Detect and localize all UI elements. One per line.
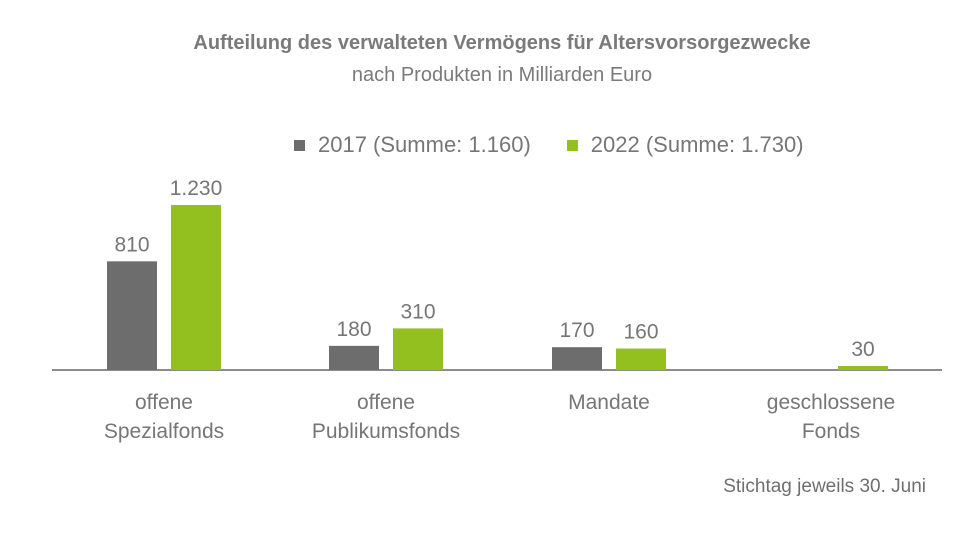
- bar-1-0: [171, 205, 221, 370]
- bar-0-2: [552, 347, 602, 370]
- bar-1-1: [393, 328, 443, 370]
- legend-item-2017: 2017 (Summe: 1.160): [294, 132, 531, 158]
- data-label-1-1: 310: [400, 300, 435, 323]
- category-label-1-1: Publikumsfonds: [312, 420, 460, 443]
- legend-item-2022: 2022 (Summe: 1.730): [566, 132, 804, 158]
- legend: 2017 (Summe: 1.160) 2022 (Summe: 1.730): [294, 130, 840, 160]
- bar-0-0: [107, 261, 157, 370]
- chart-title: Aufteilung des verwalteten Vermögens für…: [193, 32, 811, 54]
- legend-swatch-2017: [294, 139, 305, 151]
- category-label-1-0: offene: [357, 391, 415, 414]
- category-label-0-1: Spezialfonds: [104, 420, 224, 443]
- data-label-0-2: 170: [559, 319, 594, 342]
- bar-1-2: [616, 348, 666, 370]
- data-label-1-2: 160: [623, 321, 658, 344]
- data-label-0-1: 180: [336, 318, 371, 341]
- chart-subtitle: nach Produkten in Milliarden Euro: [351, 64, 653, 86]
- category-label-0-0: offene: [135, 391, 193, 414]
- legend-label-2017: 2017 (Summe: 1.160): [318, 132, 531, 157]
- bar-1-3: [838, 365, 888, 370]
- category-label-2-0: Mandate: [568, 391, 650, 414]
- bar-0-1: [329, 345, 379, 370]
- legend-swatch-2022: [566, 139, 578, 151]
- data-label-0-0: 810: [114, 233, 149, 256]
- data-label-1-0: 1.230: [170, 177, 223, 200]
- category-label-3-0: geschlossene: [767, 391, 895, 414]
- legend-label-2022: 2022 (Summe: 1.730): [590, 132, 804, 157]
- data-label-1-3: 30: [851, 338, 874, 361]
- category-label-3-1: Fonds: [802, 420, 860, 443]
- footnote: Stichtag jeweils 30. Juni: [723, 476, 926, 497]
